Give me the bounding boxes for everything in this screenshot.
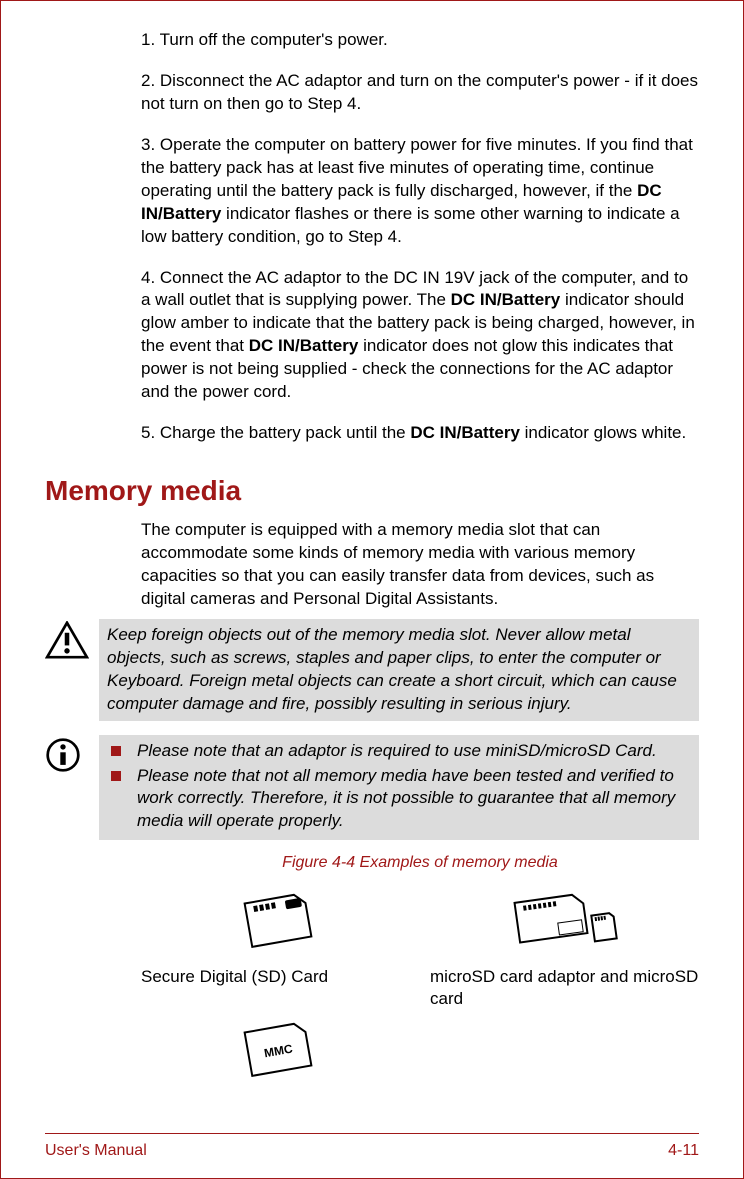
step-3: 3. Operate the computer on battery power…	[141, 134, 699, 249]
microsd-illustration	[430, 890, 699, 950]
section-heading: Memory media	[45, 475, 699, 507]
step-5-text-c: indicator glows white.	[520, 423, 686, 442]
step-3-text-c: indicator flashes or there is some other…	[141, 204, 680, 246]
footer-right: 4-11	[668, 1142, 699, 1160]
empty-cell	[430, 1019, 699, 1095]
mmc-illustration: MMC	[141, 1019, 410, 1079]
steps-block: 1. Turn off the computer's power. 2. Dis…	[45, 29, 699, 445]
section-intro: The computer is equipped with a memory m…	[141, 519, 699, 611]
step-5-bold: DC IN/Battery	[410, 423, 520, 442]
info-icon	[45, 735, 89, 841]
info-note-item-1: Please note that an adaptor is required …	[107, 740, 691, 763]
warning-icon	[45, 619, 89, 721]
sd-card-label: Secure Digital (SD) Card	[141, 966, 410, 988]
microsd-label: microSD card adaptor and microSD card	[430, 966, 699, 1010]
mmc-cell: MMC	[141, 1019, 410, 1095]
step-1: 1. Turn off the computer's power.	[141, 29, 699, 52]
sd-card-cell: Secure Digital (SD) Card	[141, 890, 410, 1010]
step-4-bold-2: DC IN/Battery	[249, 336, 359, 355]
figure-caption: Figure 4-4 Examples of memory media	[141, 854, 699, 872]
step-4-bold-1: DC IN/Battery	[451, 290, 561, 309]
info-note-body: Please note that an adaptor is required …	[99, 735, 699, 841]
microsd-cell: microSD card adaptor and microSD card	[430, 890, 699, 1010]
sd-card-illustration	[141, 890, 410, 950]
page-frame: 1. Turn off the computer's power. 2. Dis…	[0, 0, 744, 1179]
warning-note-body: Keep foreign objects out of the memory m…	[99, 619, 699, 721]
section-intro-block: The computer is equipped with a memory m…	[45, 519, 699, 611]
info-note-list: Please note that an adaptor is required …	[107, 740, 691, 834]
info-note-item-2: Please note that not all memory media ha…	[107, 765, 691, 834]
warning-note-row: Keep foreign objects out of the memory m…	[45, 619, 699, 721]
step-3-text-a: 3. Operate the computer on battery power…	[141, 135, 693, 200]
page-footer: User's Manual 4-11	[45, 1133, 699, 1160]
media-grid: Secure Digital (SD) Card	[141, 890, 699, 1094]
figure-block: Figure 4-4 Examples of memory media	[45, 854, 699, 1094]
footer-left: User's Manual	[45, 1142, 147, 1160]
step-5-text-a: 5. Charge the battery pack until the	[141, 423, 410, 442]
step-5: 5. Charge the battery pack until the DC …	[141, 422, 699, 445]
info-note-row: Please note that an adaptor is required …	[45, 735, 699, 841]
step-4: 4. Connect the AC adaptor to the DC IN 1…	[141, 267, 699, 405]
step-2: 2. Disconnect the AC adaptor and turn on…	[141, 70, 699, 116]
